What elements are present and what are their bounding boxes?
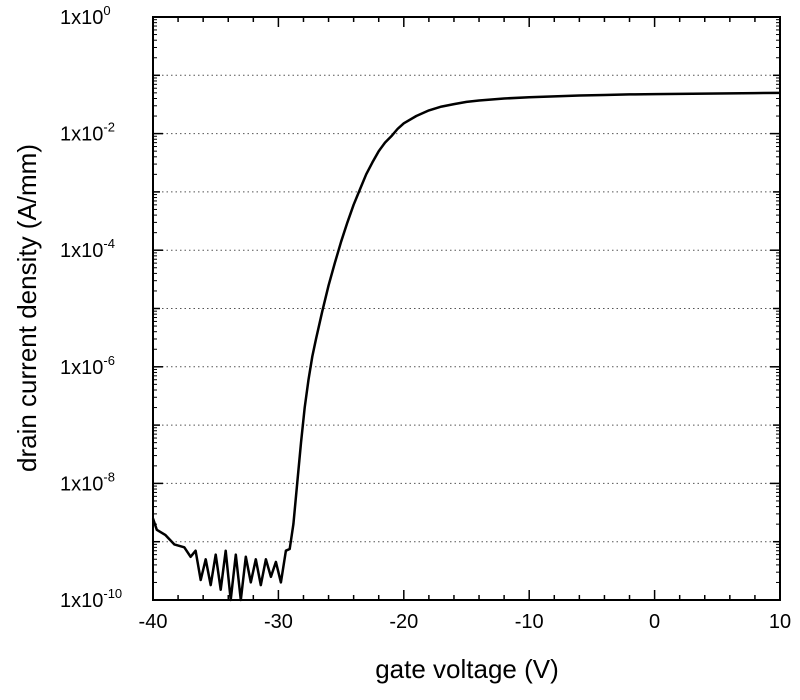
- y-tick-label: 1x10-4: [60, 236, 115, 262]
- plot-frame: [152, 16, 781, 601]
- y-tick-labels: 1x10-10 1x10-8 1x10-6 1x10-4 1x10-2 1x100: [60, 3, 122, 612]
- x-tick-label: -30: [264, 611, 293, 633]
- grid-lines: [153, 74, 780, 543]
- y-tick-label: 1x10-6: [60, 353, 115, 379]
- axis-ticks: [152, 16, 781, 601]
- x-axis-title: gate voltage (V): [375, 654, 559, 684]
- y-tick-label: 1x10-10: [60, 586, 122, 612]
- x-tick-label: -20: [389, 611, 418, 633]
- y-tick-label: 1x100: [60, 3, 111, 29]
- x-tick-label: 0: [649, 611, 660, 633]
- series-line-0: [151, 91, 781, 602]
- y-tick-label: 1x10-2: [60, 120, 115, 146]
- series-layer: [151, 91, 781, 602]
- x-tick-label: -40: [139, 611, 168, 633]
- x-tick-label: 10: [769, 611, 791, 633]
- y-axis-title: drain current density (A/mm): [12, 144, 42, 472]
- y-tick-label: 1x10-8: [60, 469, 115, 495]
- x-tick-label: -10: [515, 611, 544, 633]
- x-tick-labels: -40 -30 -20 -10 0 10: [139, 611, 792, 633]
